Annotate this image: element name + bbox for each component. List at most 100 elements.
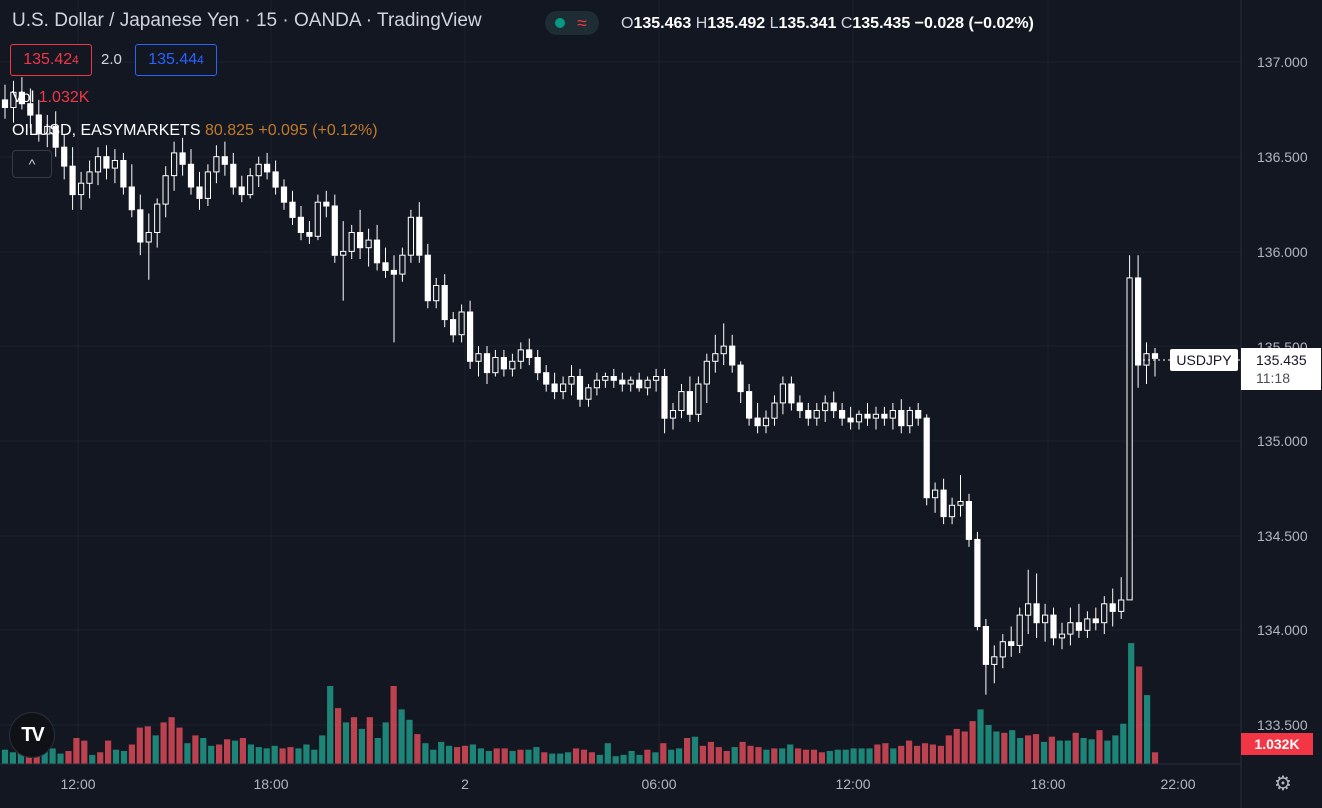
candle [915, 403, 922, 426]
candle [864, 403, 871, 426]
volume-legend[interactable]: Vol 1.032K [12, 89, 90, 106]
volume-bar [398, 709, 405, 764]
volume-bar [691, 736, 699, 764]
candle [500, 349, 507, 377]
candle-body [52, 125, 59, 148]
candle-body [78, 182, 85, 196]
candle [179, 137, 186, 176]
candle-body [94, 156, 102, 173]
sell-button[interactable]: 135.424 [10, 44, 92, 76]
volume-bar [525, 749, 532, 764]
volume-bar [239, 738, 246, 764]
candle [526, 338, 533, 366]
candle-body [297, 216, 304, 234]
volume-bar [676, 748, 683, 764]
candle-body [796, 402, 803, 412]
candle [348, 224, 355, 259]
candle [982, 618, 989, 695]
candle [314, 194, 321, 241]
volume-bar [295, 748, 302, 764]
candle [898, 399, 905, 434]
gear-icon[interactable]: ⚙ [1274, 773, 1292, 795]
candle [213, 145, 220, 184]
volume-bar [120, 751, 128, 764]
candle-body [906, 410, 913, 427]
volume-bar [224, 739, 231, 764]
candle [69, 147, 76, 210]
candle-body [255, 163, 262, 177]
candle [779, 376, 786, 415]
candle [424, 243, 431, 309]
candle-body [213, 156, 220, 173]
volume-bar [25, 754, 32, 764]
volume-bar [255, 747, 262, 764]
candle [492, 349, 499, 377]
volume-bar [588, 752, 595, 764]
candle [1050, 607, 1057, 646]
symbol-title[interactable]: U.S. Dollar / Japanese Yen · 15 · OANDA … [12, 10, 482, 31]
candle-body [1151, 353, 1159, 359]
volume-bar [763, 749, 770, 764]
volume-bar [565, 752, 572, 764]
price-tick: 136.000 [1257, 244, 1308, 260]
candle-body [737, 364, 744, 393]
volume-bar [1056, 740, 1063, 764]
volume-bar [414, 734, 421, 764]
candle [551, 372, 558, 400]
candle [644, 376, 651, 396]
candle-body [526, 349, 533, 358]
volume-bar [176, 727, 183, 764]
ohlc-readout: O135.463 H135.492 L135.341 C135.435 −0.0… [621, 15, 1034, 32]
candle [737, 361, 744, 403]
candle [957, 475, 964, 517]
price-tick: 133.500 [1257, 717, 1308, 733]
market-status-pill[interactable]: ≈ [545, 11, 599, 35]
candle [433, 277, 440, 309]
candle-body [534, 357, 541, 374]
volume-bar [699, 745, 706, 764]
candle-body [145, 232, 152, 243]
candle-body [855, 413, 863, 423]
candle-body [644, 379, 651, 389]
volume-bar [810, 749, 818, 764]
volume-bar [279, 748, 286, 764]
candle-body [162, 175, 169, 205]
candle-body [137, 209, 144, 243]
volume-bar [263, 748, 270, 764]
volume-bar [882, 743, 889, 764]
oilusd-value: 80.825 [204, 122, 254, 139]
candle [771, 395, 778, 426]
buy-button[interactable]: 135.444 [135, 44, 217, 76]
candle-body [120, 160, 127, 188]
candle-body [348, 232, 355, 252]
candle [1008, 626, 1015, 657]
collapse-legend-button[interactable]: ^ [12, 150, 52, 178]
candle [1075, 603, 1083, 638]
high-value: 135.492 [707, 15, 766, 32]
candle [247, 168, 254, 199]
volume-bar [628, 751, 635, 764]
candle [593, 372, 600, 396]
candle [94, 147, 102, 186]
candle-body [1067, 622, 1074, 635]
candle-body [247, 175, 254, 196]
candle-body [204, 171, 212, 199]
candle-body [1118, 599, 1125, 612]
candle-body [653, 376, 660, 381]
oilusd-legend[interactable]: OILUSD, EASYMARKETS 80.825 +0.095 (+0.12… [12, 122, 378, 139]
candle [669, 403, 677, 430]
volume-bar [303, 744, 310, 764]
volume-bar [1120, 723, 1127, 764]
candle [483, 346, 491, 384]
candle [788, 376, 795, 411]
candle [813, 403, 820, 426]
volume-bar [1136, 666, 1143, 764]
tradingview-logo[interactable]: TV [9, 712, 55, 758]
volume-bar [335, 708, 342, 764]
candle [467, 300, 474, 369]
candle [805, 403, 812, 426]
candle [1042, 603, 1049, 642]
candle-body [238, 186, 245, 196]
volume-bar [287, 747, 294, 764]
